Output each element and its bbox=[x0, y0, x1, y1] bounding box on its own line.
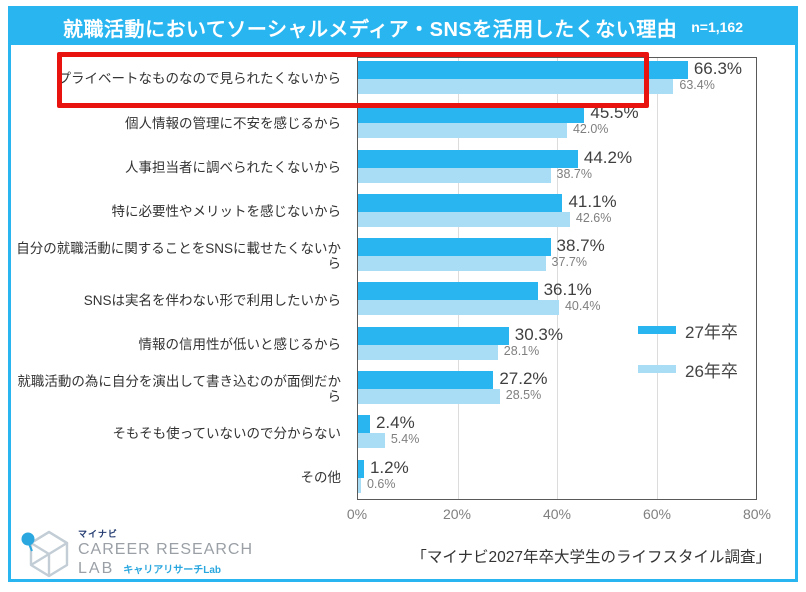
bar-26年卒 bbox=[358, 300, 559, 316]
x-axis-ticks: 0% 20% 40% 60% 80% bbox=[347, 506, 771, 526]
value-label-26年卒: 42.0% bbox=[572, 122, 609, 137]
bar-26年卒 bbox=[358, 167, 551, 183]
bar-27年卒 bbox=[358, 105, 585, 124]
category-label: そもそも使っていないので分からない bbox=[112, 425, 341, 441]
bar-27年卒 bbox=[358, 459, 364, 478]
value-label-27年卒: 2.4% bbox=[375, 413, 415, 433]
value-label-26年卒: 63.4% bbox=[679, 78, 715, 92]
value-label-27年卒: 36.1% bbox=[543, 280, 592, 300]
bar-row: 45.5% 42.0% bbox=[358, 102, 756, 146]
value-label-27年卒: 30.3% bbox=[514, 324, 563, 344]
legend-label: 27年卒 bbox=[685, 322, 738, 342]
value-label-26年卒: 0.6% bbox=[366, 476, 396, 491]
chart-frame: 就職活動においてソーシャルメディア・SNSを活用したくない理由 n=1,162 … bbox=[8, 6, 798, 582]
x-tick-label: 40% bbox=[542, 506, 572, 522]
category-label: 個人情報の管理に不安を感じるから bbox=[125, 115, 341, 131]
bar-26年卒 bbox=[358, 477, 361, 493]
bar-row: 66.3% 63.4% bbox=[358, 58, 756, 102]
plot-area: 66.3% 63.4% 45.5% 42.0% 44.2% 38.7% 41.1% 42.6%… bbox=[357, 57, 757, 500]
bar-26年卒 bbox=[358, 433, 385, 449]
bar-27年卒 bbox=[358, 282, 538, 301]
bar-row: 30.3% 28.1% bbox=[358, 324, 756, 368]
logo-lab-row: LAB キャリアリサーチLab bbox=[78, 560, 253, 578]
category-label: 特に必要性やメリットを感じないから bbox=[111, 204, 342, 220]
category-label: 人事担当者に調べられたくないから bbox=[125, 159, 341, 175]
legend-swatch bbox=[638, 365, 676, 373]
gridline bbox=[457, 58, 459, 499]
value-label-26年卒: 28.5% bbox=[505, 388, 542, 403]
bar-row: 38.7% 37.7% bbox=[358, 235, 756, 279]
legend-item: 26年卒 bbox=[638, 359, 738, 381]
logo-lab-japanese: キャリアリサーチLab bbox=[123, 564, 222, 576]
title-bar: 就職活動においてソーシャルメディア・SNSを活用したくない理由 n=1,162 bbox=[11, 9, 795, 45]
category-label: その他 bbox=[300, 470, 342, 486]
logo-cube-icon bbox=[21, 530, 69, 578]
bar-27年卒 bbox=[358, 326, 509, 345]
legend-label: 26年卒 bbox=[685, 361, 738, 381]
gridline bbox=[656, 58, 658, 499]
chart-body: プライベートなものなので見られたくないから個人情報の管理に不安を感じるから 人事担… bbox=[11, 45, 795, 579]
source-citation: 「マイナビ2027年卒大学生のライフスタイル調査」 bbox=[411, 549, 771, 566]
legend: 27年卒 26年卒 bbox=[638, 320, 738, 398]
value-label-27年卒: 27.2% bbox=[499, 369, 548, 389]
value-label-26年卒: 40.4% bbox=[564, 299, 601, 314]
bar-27年卒 bbox=[358, 238, 551, 257]
x-tick-label: 60% bbox=[642, 506, 672, 522]
logo-brand: マイナビ bbox=[78, 528, 118, 539]
category-label: プライベートなものなので見られたくないから bbox=[57, 71, 342, 87]
bar-27年卒 bbox=[358, 193, 563, 212]
bar-26年卒 bbox=[358, 344, 498, 360]
logo-lab: LAB bbox=[78, 559, 115, 577]
value-label-26年卒: 5.4% bbox=[390, 432, 420, 447]
category-label: SNSは実名を伴わない形で利用したいから bbox=[83, 292, 341, 308]
value-label-27年卒: 1.2% bbox=[369, 457, 409, 477]
logo-career-research: CAREER RESEARCH bbox=[78, 540, 254, 558]
x-tick-label: 0% bbox=[346, 506, 368, 522]
bar-26年卒 bbox=[358, 389, 500, 405]
bar-row: 36.1% 40.4% bbox=[358, 279, 756, 323]
page-title: 就職活動においてソーシャルメディア・SNSを活用したくない理由 bbox=[63, 18, 678, 41]
logo-text: マイナビ CAREER RESEARCH LAB キャリアリサーチLab bbox=[78, 527, 253, 578]
category-label: 情報の信用性が低いと感じるから bbox=[138, 337, 342, 353]
value-label-27年卒: 45.5% bbox=[590, 103, 639, 123]
gridline bbox=[557, 58, 558, 499]
value-label-27年卒: 44.2% bbox=[583, 147, 633, 167]
bar-26年卒 bbox=[358, 123, 567, 139]
category-labels: プライベートなものなので見られたくないから個人情報の管理に不安を感じるから 人事担… bbox=[11, 57, 351, 500]
bar-26年卒 bbox=[358, 79, 674, 94]
bar-27年卒 bbox=[358, 61, 688, 79]
bar-row: 41.1% 42.6% bbox=[358, 191, 756, 235]
value-label-26年卒: 37.7% bbox=[551, 255, 587, 270]
bar-26年卒 bbox=[358, 211, 570, 227]
value-label-27年卒: 38.7% bbox=[556, 236, 605, 256]
value-label-26年卒: 38.7% bbox=[556, 166, 592, 181]
legend-swatch bbox=[638, 326, 676, 334]
bar-row: 2.4% 5.4% bbox=[358, 412, 756, 456]
bar-27年卒 bbox=[358, 149, 578, 168]
value-label-27年卒: 41.1% bbox=[568, 191, 617, 211]
mynavi-logo: マイナビ CAREER RESEARCH LAB キャリアリサーチLab bbox=[21, 522, 253, 582]
bar-27年卒 bbox=[358, 371, 494, 390]
category-label: 自分の就職活動に関することをSNSに載せたくないから bbox=[16, 240, 341, 272]
value-label-26年卒: 28.1% bbox=[503, 343, 540, 358]
bar-27年卒 bbox=[358, 415, 370, 434]
category-label: 就職活動の為に自分を演出して書き込むのが面倒だから bbox=[17, 373, 341, 405]
x-tick-label: 20% bbox=[442, 506, 472, 522]
legend-item: 27年卒 bbox=[638, 320, 738, 342]
bar-row: 44.2% 38.7% bbox=[358, 147, 756, 191]
sample-size: n=1,162 bbox=[691, 19, 743, 35]
value-label-27年卒: 66.3% bbox=[693, 59, 743, 78]
bar-row: 27.2% 28.5% bbox=[358, 368, 756, 412]
bar-26年卒 bbox=[358, 256, 546, 272]
x-tick-label: 80% bbox=[742, 506, 772, 522]
bar-row: 1.2% 0.6% bbox=[358, 457, 756, 501]
value-label-26年卒: 42.6% bbox=[575, 210, 612, 225]
